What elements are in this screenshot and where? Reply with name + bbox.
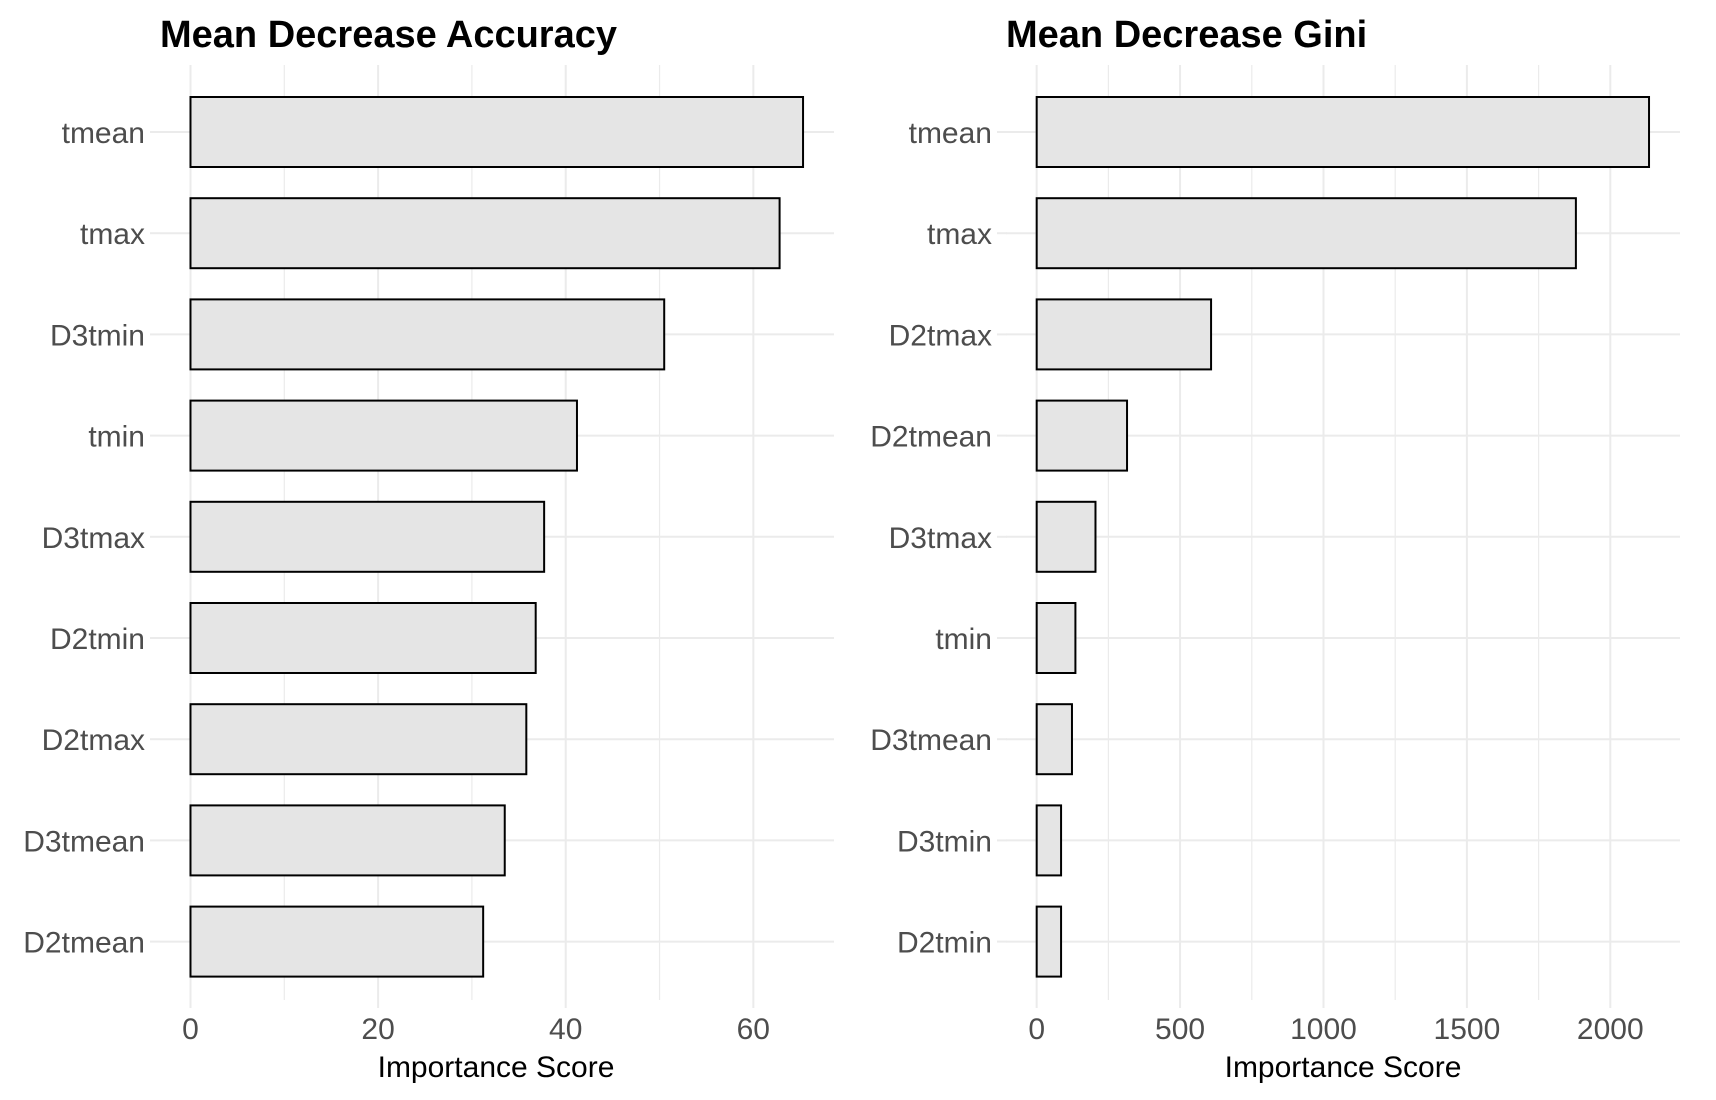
- x-axis-title: Importance Score: [378, 1051, 615, 1084]
- category-label: tmin: [88, 421, 145, 454]
- x-tick-label: 1500: [1434, 1013, 1501, 1046]
- bar-tmax: [189, 197, 781, 270]
- bar-tmin: [189, 399, 578, 472]
- category-label: D2tmin: [50, 623, 145, 656]
- bar-tmean: [1035, 96, 1651, 168]
- bar-D2tmin: [189, 602, 537, 674]
- category-label: D3tmin: [897, 825, 992, 858]
- category-label: D2tmean: [23, 927, 145, 960]
- bar-D3tmax: [1035, 500, 1097, 573]
- category-label: D3tmax: [42, 522, 145, 555]
- category-label: D2tmean: [870, 421, 992, 454]
- category-label: tmax: [927, 218, 992, 251]
- category-label: tmean: [909, 117, 992, 150]
- category-label: D3tmin: [50, 319, 145, 352]
- gini-panel: tmean tmax D2tmax D2tmean D3tmax tmin D3tmean D…: [870, 14, 1680, 1084]
- bar-D3tmin: [1035, 804, 1063, 877]
- bar-D2tmean: [189, 905, 485, 978]
- bar-D2tmax: [1035, 298, 1213, 371]
- category-label: D2tmax: [889, 319, 992, 352]
- x-tick-label: 40: [549, 1013, 582, 1046]
- bar-D3tmin: [189, 298, 666, 371]
- category-label: D3tmean: [23, 825, 145, 858]
- x-tick-label: 60: [737, 1013, 770, 1046]
- category-label: D2tmax: [42, 724, 145, 757]
- bar-tmin: [1035, 602, 1077, 674]
- category-label: tmin: [935, 623, 992, 656]
- x-tick-label: 0: [182, 1013, 199, 1046]
- accuracy-panel: tmean tmax D3tmin tmin D3tmax D2tmin D2tmax D3t…: [23, 14, 834, 1084]
- category-label: D3tmax: [889, 522, 992, 555]
- bar-tmax: [1035, 197, 1577, 270]
- category-label: D3tmean: [870, 724, 992, 757]
- category-label: D2tmin: [897, 927, 992, 960]
- category-label: tmean: [62, 117, 145, 150]
- chart-title: Mean Decrease Gini: [1006, 14, 1367, 56]
- bar-D2tmax: [189, 703, 528, 776]
- bar-D2tmin: [1035, 905, 1063, 978]
- bar-D3tmean: [1035, 703, 1073, 776]
- category-label: tmax: [80, 218, 145, 251]
- x-tick-label: 20: [361, 1013, 394, 1046]
- x-tick-label: 2000: [1577, 1013, 1644, 1046]
- x-tick-label: 0: [1028, 1013, 1045, 1046]
- chart-title: Mean Decrease Accuracy: [160, 14, 617, 56]
- bar-D3tmax: [189, 500, 546, 573]
- x-axis-title: Importance Score: [1225, 1051, 1462, 1084]
- bar-tmean: [189, 96, 805, 168]
- x-tick-label: 500: [1155, 1013, 1205, 1046]
- bar-D2tmean: [1035, 399, 1129, 472]
- x-tick-label: 1000: [1290, 1013, 1357, 1046]
- bar-D3tmean: [189, 804, 506, 877]
